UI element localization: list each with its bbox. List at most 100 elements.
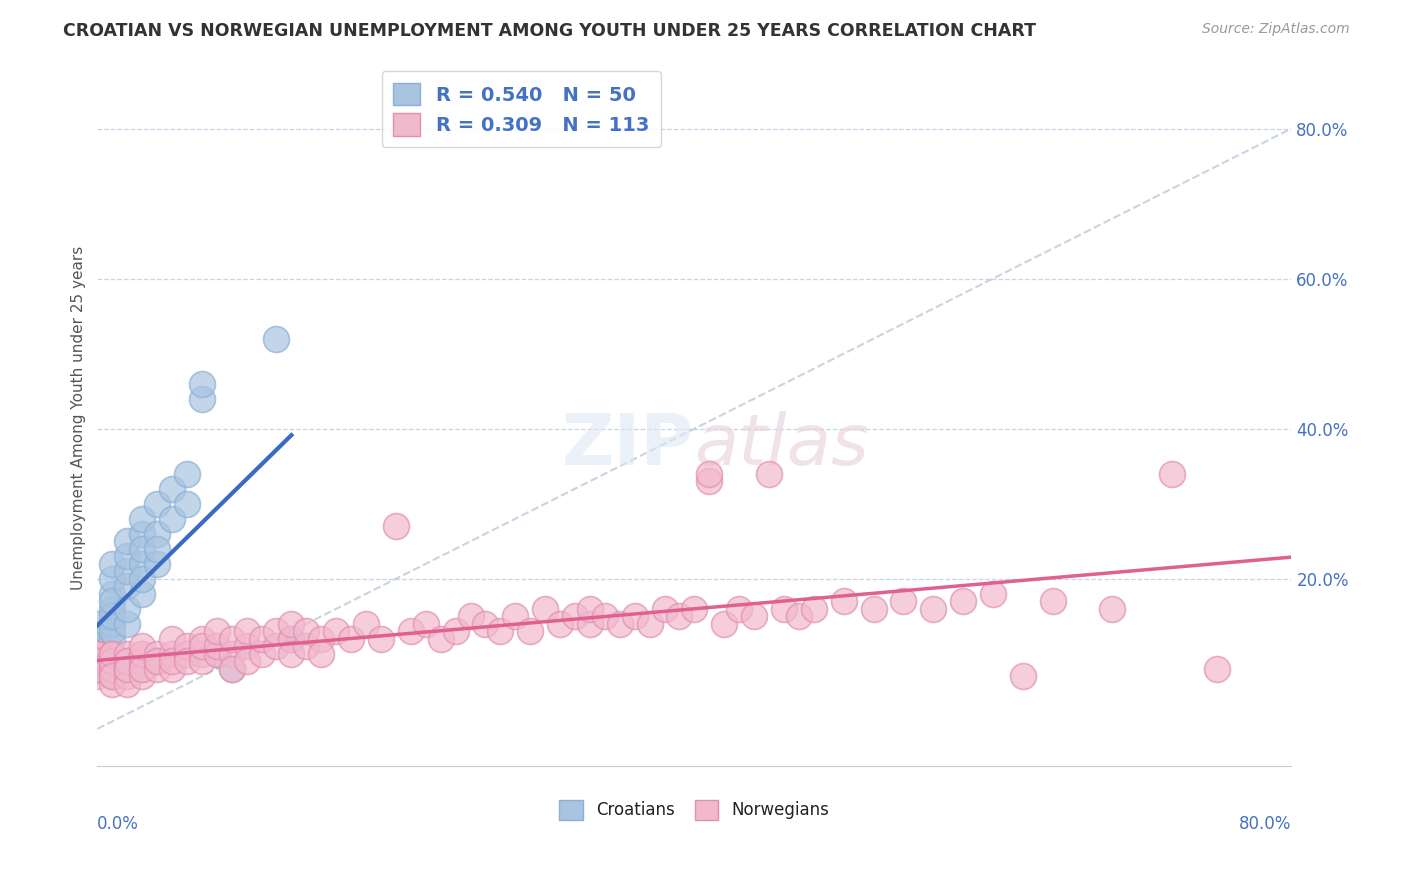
Point (787, 609, 810, 624)
Point (325, 624, 347, 639)
Point (115, 677, 138, 691)
Point (86, 647, 108, 661)
Point (146, 557, 169, 571)
Point (474, 616, 496, 631)
Point (1161, 467, 1184, 481)
Point (115, 669, 138, 683)
Y-axis label: Unemployment Among Youth under 25 years: Unemployment Among Youth under 25 years (72, 245, 86, 590)
Point (176, 654, 198, 668)
Point (86, 616, 108, 631)
Point (86, 647, 108, 661)
Point (250, 632, 273, 646)
Point (205, 624, 228, 639)
Point (101, 557, 124, 571)
Point (131, 572, 153, 586)
Point (1101, 602, 1123, 616)
Point (86, 647, 108, 661)
Point (205, 647, 228, 661)
Point (86, 640, 108, 654)
Point (146, 662, 169, 676)
Point (534, 602, 557, 616)
Point (340, 632, 363, 646)
Point (221, 662, 243, 676)
Point (385, 519, 408, 533)
Point (115, 654, 138, 668)
Point (191, 376, 214, 391)
Point (146, 497, 169, 511)
Text: 0.0%: 0.0% (97, 815, 139, 833)
Point (131, 669, 153, 683)
Point (579, 616, 602, 631)
Point (101, 587, 124, 601)
Point (160, 647, 183, 661)
Point (131, 587, 153, 601)
Point (191, 640, 214, 654)
Point (101, 669, 124, 683)
Point (131, 662, 153, 676)
Point (131, 526, 153, 541)
Point (280, 616, 302, 631)
Point (86, 654, 108, 668)
Point (160, 662, 183, 676)
Point (115, 534, 138, 549)
Point (86, 654, 108, 668)
Point (773, 602, 796, 616)
Point (101, 647, 124, 661)
Legend: Croatians, Norwegians: Croatians, Norwegians (551, 792, 838, 828)
Point (101, 594, 124, 608)
Point (131, 662, 153, 676)
Point (146, 654, 169, 668)
Text: ZIP: ZIP (562, 411, 695, 480)
Point (115, 602, 138, 616)
Point (146, 654, 169, 668)
Point (86, 662, 108, 676)
Point (101, 647, 124, 661)
Point (205, 647, 228, 661)
Point (86, 662, 108, 676)
Point (101, 616, 124, 631)
Point (623, 609, 645, 624)
Point (115, 654, 138, 668)
Point (235, 624, 257, 639)
Point (728, 602, 751, 616)
Point (101, 662, 124, 676)
Point (176, 647, 198, 661)
Point (101, 669, 124, 683)
Point (86, 640, 108, 654)
Point (205, 640, 228, 654)
Point (683, 602, 706, 616)
Point (191, 392, 214, 406)
Point (1042, 594, 1064, 608)
Point (86, 669, 108, 683)
Point (1011, 669, 1033, 683)
Point (548, 616, 571, 631)
Point (399, 624, 422, 639)
Point (176, 497, 198, 511)
Point (101, 632, 124, 646)
Point (758, 467, 780, 481)
Point (115, 549, 138, 564)
Point (115, 647, 138, 661)
Point (86, 647, 108, 661)
Point (101, 609, 124, 624)
Point (295, 624, 318, 639)
Point (266, 624, 288, 639)
Point (86, 662, 108, 676)
Point (280, 647, 302, 661)
Point (86, 662, 108, 676)
Point (86, 647, 108, 661)
Point (444, 624, 467, 639)
Point (668, 609, 690, 624)
Point (922, 602, 945, 616)
Point (503, 609, 526, 624)
Point (131, 512, 153, 526)
Point (893, 594, 915, 608)
Point (429, 632, 451, 646)
Point (1205, 662, 1227, 676)
Point (115, 616, 138, 631)
Point (160, 512, 183, 526)
Point (101, 654, 124, 668)
Point (101, 677, 124, 691)
Point (131, 647, 153, 661)
Text: 80.0%: 80.0% (1239, 815, 1292, 833)
